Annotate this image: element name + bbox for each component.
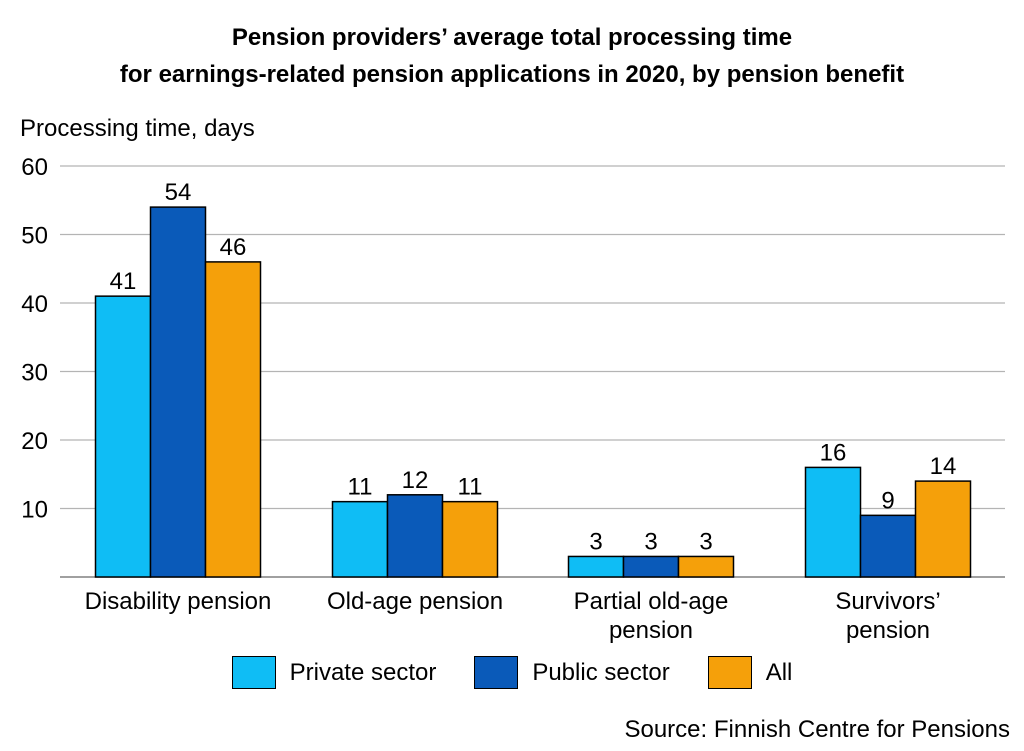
bar bbox=[914, 480, 972, 578]
data-label: 3 bbox=[589, 528, 602, 555]
bar bbox=[677, 555, 735, 578]
legend-item: Private sector bbox=[231, 656, 437, 689]
bar bbox=[441, 500, 499, 578]
data-label: 3 bbox=[644, 528, 657, 555]
legend-swatch bbox=[707, 656, 752, 689]
legend-swatch bbox=[474, 656, 519, 689]
bar bbox=[331, 500, 389, 578]
x-tick-label: Partial old-age bbox=[574, 588, 729, 615]
bar bbox=[567, 555, 625, 578]
x-tick-label: Disability pension bbox=[85, 588, 272, 615]
data-label: 12 bbox=[402, 467, 429, 494]
data-label: 14 bbox=[930, 453, 957, 480]
bar bbox=[622, 555, 680, 578]
y-tick-label: 40 bbox=[21, 291, 48, 318]
chart-legend: Private sector Public sector All bbox=[0, 656, 1024, 689]
data-label: 41 bbox=[110, 268, 137, 295]
bar bbox=[149, 206, 207, 578]
legend-item: All bbox=[707, 656, 793, 689]
legend-label: All bbox=[765, 658, 793, 686]
data-label: 16 bbox=[820, 439, 847, 466]
legend-swatch bbox=[231, 656, 276, 689]
chart-subtitle: for earnings-related pension application… bbox=[119, 61, 905, 88]
bar bbox=[859, 514, 917, 578]
y-tick-label: 60 bbox=[21, 154, 48, 181]
data-label: 54 bbox=[165, 179, 192, 206]
x-tick-label: pension bbox=[609, 617, 693, 644]
data-label: 9 bbox=[881, 487, 894, 514]
data-label: 46 bbox=[220, 234, 247, 261]
y-axis-label: Processing time, days bbox=[20, 115, 255, 142]
x-tick-label: Old-age pension bbox=[327, 588, 503, 615]
y-tick-label: 30 bbox=[21, 360, 48, 387]
data-label: 11 bbox=[458, 474, 483, 501]
data-label: 11 bbox=[348, 474, 373, 501]
x-tick-label: pension bbox=[846, 617, 930, 644]
bar bbox=[804, 466, 862, 578]
legend-label: Public sector bbox=[532, 658, 670, 686]
bar bbox=[204, 261, 262, 578]
y-tick-label: 20 bbox=[21, 428, 48, 455]
x-tick-label: Survivors’ bbox=[835, 588, 940, 615]
y-tick-label: 10 bbox=[21, 497, 48, 524]
legend-item: Public sector bbox=[474, 656, 670, 689]
bar bbox=[94, 295, 152, 578]
source-note: Source: Finnish Centre for Pensions bbox=[624, 716, 1010, 743]
legend-label: Private sector bbox=[289, 658, 437, 686]
bar bbox=[386, 494, 444, 578]
y-tick-label: 50 bbox=[21, 223, 48, 250]
chart-title: Pension providers’ average total process… bbox=[231, 24, 793, 51]
data-label: 3 bbox=[699, 528, 712, 555]
